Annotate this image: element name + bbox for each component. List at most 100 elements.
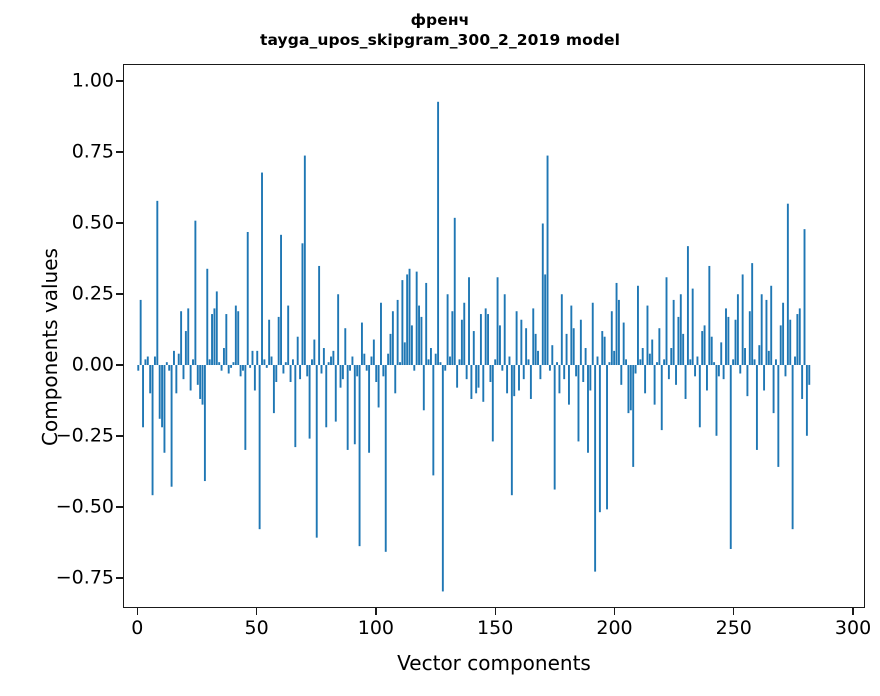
bar: [222, 348, 225, 366]
bar: [363, 353, 366, 366]
bar: [391, 311, 394, 366]
bar: [563, 365, 566, 380]
bar: [548, 365, 551, 371]
bar: [315, 365, 318, 538]
bar: [194, 220, 197, 366]
bar: [460, 319, 463, 366]
bar: [463, 302, 466, 366]
bar: [801, 365, 804, 399]
bar: [532, 308, 535, 366]
bar: [368, 365, 371, 453]
bar: [796, 314, 799, 366]
bar: [808, 365, 811, 385]
bar: [805, 365, 808, 436]
bar: [568, 365, 570, 405]
bar: [651, 339, 654, 366]
y-tick-mark: [116, 364, 123, 366]
bar: [303, 155, 306, 366]
bar: [667, 365, 670, 380]
bar: [510, 365, 513, 496]
bar: [594, 365, 597, 572]
bar: [703, 325, 706, 366]
bar: [629, 365, 632, 411]
y-tick-mark: [116, 577, 123, 579]
bar: [375, 365, 378, 382]
bar: [770, 285, 773, 366]
bar: [189, 365, 192, 391]
bar: [244, 365, 247, 450]
bar: [658, 328, 661, 366]
bar: [215, 291, 218, 366]
y-tick-label: 0.00: [71, 353, 114, 376]
bar: [230, 365, 233, 368]
bar: [570, 305, 573, 366]
bar: [691, 288, 694, 366]
bar: [429, 348, 432, 366]
bar: [234, 305, 237, 366]
bar: [220, 365, 223, 371]
bar: [558, 365, 561, 394]
bar: [601, 331, 604, 366]
bar: [403, 342, 406, 366]
chart-title-line1: френч: [410, 11, 470, 29]
bar: [587, 365, 589, 453]
bar: [225, 314, 228, 366]
bar: [589, 365, 592, 391]
bar: [513, 365, 516, 397]
bar: [617, 299, 620, 366]
bar: [596, 356, 599, 366]
bar: [399, 362, 401, 366]
bar: [306, 365, 309, 377]
bar: [798, 308, 801, 366]
bar: [289, 365, 292, 382]
bar: [372, 339, 375, 366]
y-tick-label: 1.00: [71, 69, 114, 92]
bar: [382, 365, 385, 377]
bar: [620, 365, 623, 385]
bar: [415, 271, 418, 366]
y-tick-label: 0.50: [71, 211, 114, 234]
bar: [268, 319, 271, 366]
bar: [330, 356, 332, 366]
bar: [394, 365, 397, 394]
bar: [527, 359, 530, 366]
x-tick-mark: [375, 608, 377, 615]
bar: [389, 333, 392, 366]
x-tick-mark: [494, 608, 496, 615]
bar: [370, 356, 373, 366]
y-axis-tick-labels: 1.00 0.75 0.50 0.25 0.00 −0.25 −0.50 −0.75: [0, 0, 114, 696]
bar: [199, 365, 202, 399]
bar: [177, 353, 180, 366]
bar: [760, 294, 763, 366]
bar: [701, 331, 704, 366]
bar: [717, 365, 720, 377]
bar: [441, 365, 444, 592]
bar: [791, 365, 794, 530]
bar: [489, 365, 492, 382]
bar: [706, 365, 708, 391]
x-tick-mark: [613, 608, 616, 615]
bar: [239, 365, 242, 377]
bar: [539, 365, 542, 380]
bar: [744, 348, 746, 366]
bar: [675, 365, 677, 385]
bar: [396, 299, 399, 366]
bar: [494, 359, 497, 366]
bar: [173, 350, 175, 366]
bar: [146, 356, 149, 366]
bar: [529, 365, 532, 399]
bar: [553, 365, 556, 490]
bar: [713, 362, 716, 366]
x-tick-label: 250: [715, 617, 752, 639]
x-axis-label: Vector components: [397, 651, 591, 675]
bar: [322, 348, 325, 366]
bar: [163, 365, 166, 453]
bar: [308, 365, 311, 439]
x-tick-mark: [255, 608, 258, 615]
bar: [353, 365, 356, 445]
bar: [261, 172, 263, 366]
bar: [472, 331, 475, 366]
bar: [608, 362, 611, 366]
bar: [291, 359, 294, 366]
